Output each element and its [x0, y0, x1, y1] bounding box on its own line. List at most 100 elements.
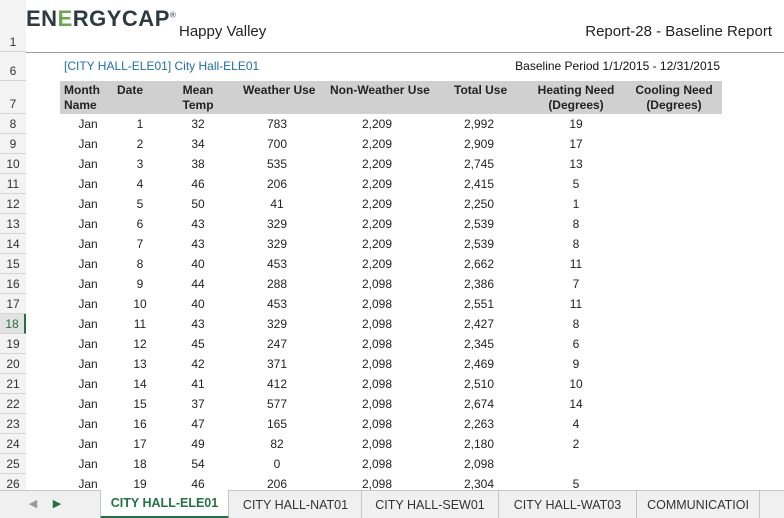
- cell-date[interactable]: 14: [133, 377, 147, 391]
- cell-date[interactable]: 3: [136, 157, 144, 171]
- cell-non-weather-use[interactable]: 2,098: [361, 417, 393, 431]
- cell-non-weather-use[interactable]: 2,209: [361, 257, 393, 271]
- cell-mean-temp[interactable]: 46: [191, 477, 205, 490]
- cell-non-weather-use[interactable]: 2,098: [361, 297, 393, 311]
- cell-non-weather-use[interactable]: 2,209: [361, 157, 393, 171]
- cell-month[interactable]: Jan: [78, 197, 98, 211]
- row-header[interactable]: 26: [0, 474, 26, 490]
- row-header[interactable]: 18: [0, 314, 26, 334]
- row-header[interactable]: 14: [0, 234, 26, 254]
- cell-weather-use[interactable]: 783: [266, 117, 288, 131]
- cell-mean-temp[interactable]: 32: [191, 117, 205, 131]
- cell-heating-need[interactable]: 13: [569, 157, 583, 171]
- cell-mean-temp[interactable]: 38: [191, 157, 205, 171]
- cell-month[interactable]: Jan: [78, 477, 98, 490]
- cell-month[interactable]: Jan: [78, 237, 98, 251]
- cell-total-use[interactable]: 2,386: [463, 277, 495, 291]
- cell-month[interactable]: Jan: [78, 397, 98, 411]
- row-header[interactable]: 20: [0, 354, 26, 374]
- cell-mean-temp[interactable]: 43: [191, 217, 205, 231]
- cell-month[interactable]: Jan: [78, 137, 98, 151]
- cell-weather-use[interactable]: 206: [266, 177, 288, 191]
- cell-heating-need[interactable]: 11: [569, 257, 583, 271]
- cell-heating-need[interactable]: 8: [572, 317, 580, 331]
- col-cooling-need[interactable]: Cooling Need (Degrees): [635, 83, 713, 112]
- cell-total-use[interactable]: 2,250: [463, 197, 495, 211]
- cell-date[interactable]: 4: [136, 177, 144, 191]
- cell-total-use[interactable]: 2,674: [463, 397, 495, 411]
- cell-mean-temp[interactable]: 34: [191, 137, 205, 151]
- cell-total-use[interactable]: 2,263: [463, 417, 495, 431]
- cell-total-use[interactable]: 2,745: [463, 157, 495, 171]
- cell-non-weather-use[interactable]: 2,098: [361, 437, 393, 451]
- cell-weather-use[interactable]: 329: [266, 217, 288, 231]
- cell-heating-need[interactable]: 10: [569, 377, 583, 391]
- cell-total-use[interactable]: 2,909: [463, 137, 495, 151]
- cell-non-weather-use[interactable]: 2,209: [361, 117, 393, 131]
- cell-mean-temp[interactable]: 47: [191, 417, 205, 431]
- cell-heating-need[interactable]: 6: [572, 337, 580, 351]
- cell-weather-use[interactable]: 82: [270, 437, 284, 451]
- row-header[interactable]: 13: [0, 214, 26, 234]
- row-header[interactable]: 9: [0, 134, 26, 154]
- cell-weather-use[interactable]: 206: [266, 477, 288, 490]
- cell-month[interactable]: Jan: [78, 417, 98, 431]
- cell-heating-need[interactable]: 11: [569, 297, 583, 311]
- cell-weather-use[interactable]: 700: [266, 137, 288, 151]
- cell-heating-need[interactable]: 17: [569, 137, 583, 151]
- row-header[interactable]: 24: [0, 434, 26, 454]
- cell-date[interactable]: 6: [136, 217, 144, 231]
- cell-mean-temp[interactable]: 41: [191, 377, 205, 391]
- cell-date[interactable]: 16: [133, 417, 147, 431]
- cell-non-weather-use[interactable]: 2,098: [361, 457, 393, 471]
- cell-heating-need[interactable]: 8: [572, 217, 580, 231]
- col-weather-use[interactable]: Weather Use: [243, 83, 316, 97]
- cell-total-use[interactable]: 2,539: [463, 217, 495, 231]
- cell-date[interactable]: 1: [136, 117, 144, 131]
- cell-month[interactable]: Jan: [78, 177, 98, 191]
- row-header[interactable]: 1: [0, 0, 26, 52]
- cell-non-weather-use[interactable]: 2,098: [361, 317, 393, 331]
- cell-weather-use[interactable]: 371: [266, 357, 288, 371]
- row-header[interactable]: 10: [0, 154, 26, 174]
- row-header[interactable]: 21: [0, 374, 26, 394]
- cell-weather-use[interactable]: 412: [266, 377, 288, 391]
- cell-month[interactable]: Jan: [78, 117, 98, 131]
- cell-non-weather-use[interactable]: 2,098: [361, 277, 393, 291]
- cell-non-weather-use[interactable]: 2,209: [361, 237, 393, 251]
- cell-heating-need[interactable]: 5: [572, 477, 580, 490]
- cell-date[interactable]: 2: [136, 137, 144, 151]
- cell-date[interactable]: 10: [133, 297, 147, 311]
- cell-non-weather-use[interactable]: 2,098: [361, 377, 393, 391]
- row-header[interactable]: 23: [0, 414, 26, 434]
- tab-city-hall-ele01[interactable]: CITY HALL-ELE01: [100, 490, 229, 518]
- row-header[interactable]: 25: [0, 454, 26, 474]
- cell-non-weather-use[interactable]: 2,098: [361, 397, 393, 411]
- row-header[interactable]: 16: [0, 274, 26, 294]
- cell-total-use[interactable]: 2,662: [463, 257, 495, 271]
- cell-mean-temp[interactable]: 40: [191, 297, 205, 311]
- cell-date[interactable]: 19: [133, 477, 147, 490]
- cell-month[interactable]: Jan: [78, 217, 98, 231]
- cell-date[interactable]: 17: [133, 437, 147, 451]
- cell-date[interactable]: 7: [136, 237, 144, 251]
- tab-scroll-right-icon[interactable]: ▶: [52, 498, 62, 510]
- cell-date[interactable]: 9: [136, 277, 144, 291]
- cell-weather-use[interactable]: 247: [266, 337, 288, 351]
- row-header[interactable]: 8: [0, 114, 26, 134]
- cell-non-weather-use[interactable]: 2,209: [361, 137, 393, 151]
- cell-mean-temp[interactable]: 46: [191, 177, 205, 191]
- row-header[interactable]: 7: [0, 81, 26, 114]
- cell-mean-temp[interactable]: 44: [191, 277, 205, 291]
- cell-date[interactable]: 11: [133, 317, 147, 331]
- col-non-weather-use[interactable]: Non-Weather Use: [330, 83, 430, 97]
- tab-city-hall-wat03[interactable]: CITY HALL-WAT03: [499, 491, 637, 518]
- col-date[interactable]: Date: [117, 83, 144, 97]
- tab-city-hall-nat01[interactable]: CITY HALL-NAT01: [230, 491, 362, 518]
- col-month-name[interactable]: Month Name: [64, 83, 100, 112]
- cell-date[interactable]: 13: [133, 357, 147, 371]
- cell-non-weather-use[interactable]: 2,098: [361, 477, 393, 490]
- tab-city-hall-sew01[interactable]: CITY HALL-SEW01: [362, 491, 499, 518]
- cell-total-use[interactable]: 2,098: [463, 457, 495, 471]
- cell-mean-temp[interactable]: 43: [191, 237, 205, 251]
